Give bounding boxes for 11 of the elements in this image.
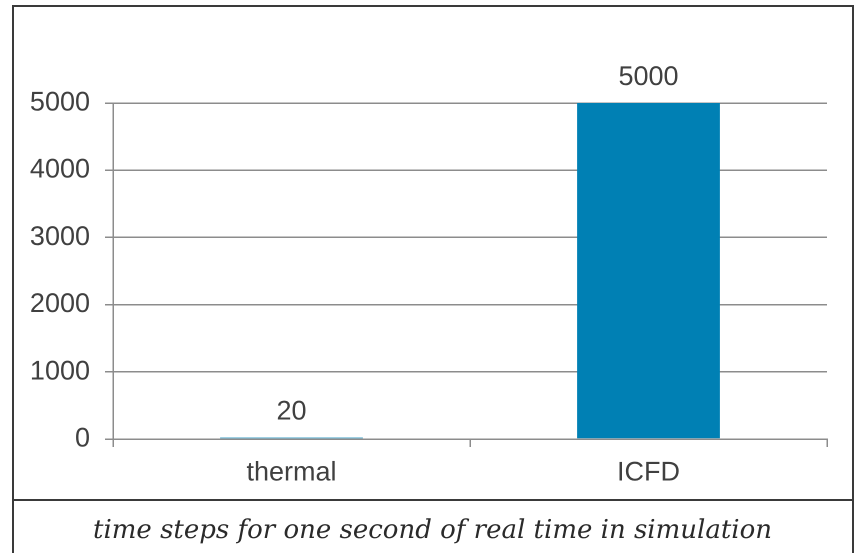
y-tick-label: 2000 [30,288,90,318]
y-tick-label: 4000 [30,154,90,184]
x-tick-label: thermal [246,456,337,487]
y-tick-label: 3000 [30,220,90,251]
y-tick-label: 0 [74,422,90,452]
y-tick-label: 5000 [30,86,90,116]
data-label: 20 [276,396,307,426]
text: time steps for one second of real time in simulation [92,515,773,545]
y-tick-label: 1000 [30,355,90,386]
x-tick-label: ICFD [617,456,680,487]
data-label: 5000 [618,61,679,91]
